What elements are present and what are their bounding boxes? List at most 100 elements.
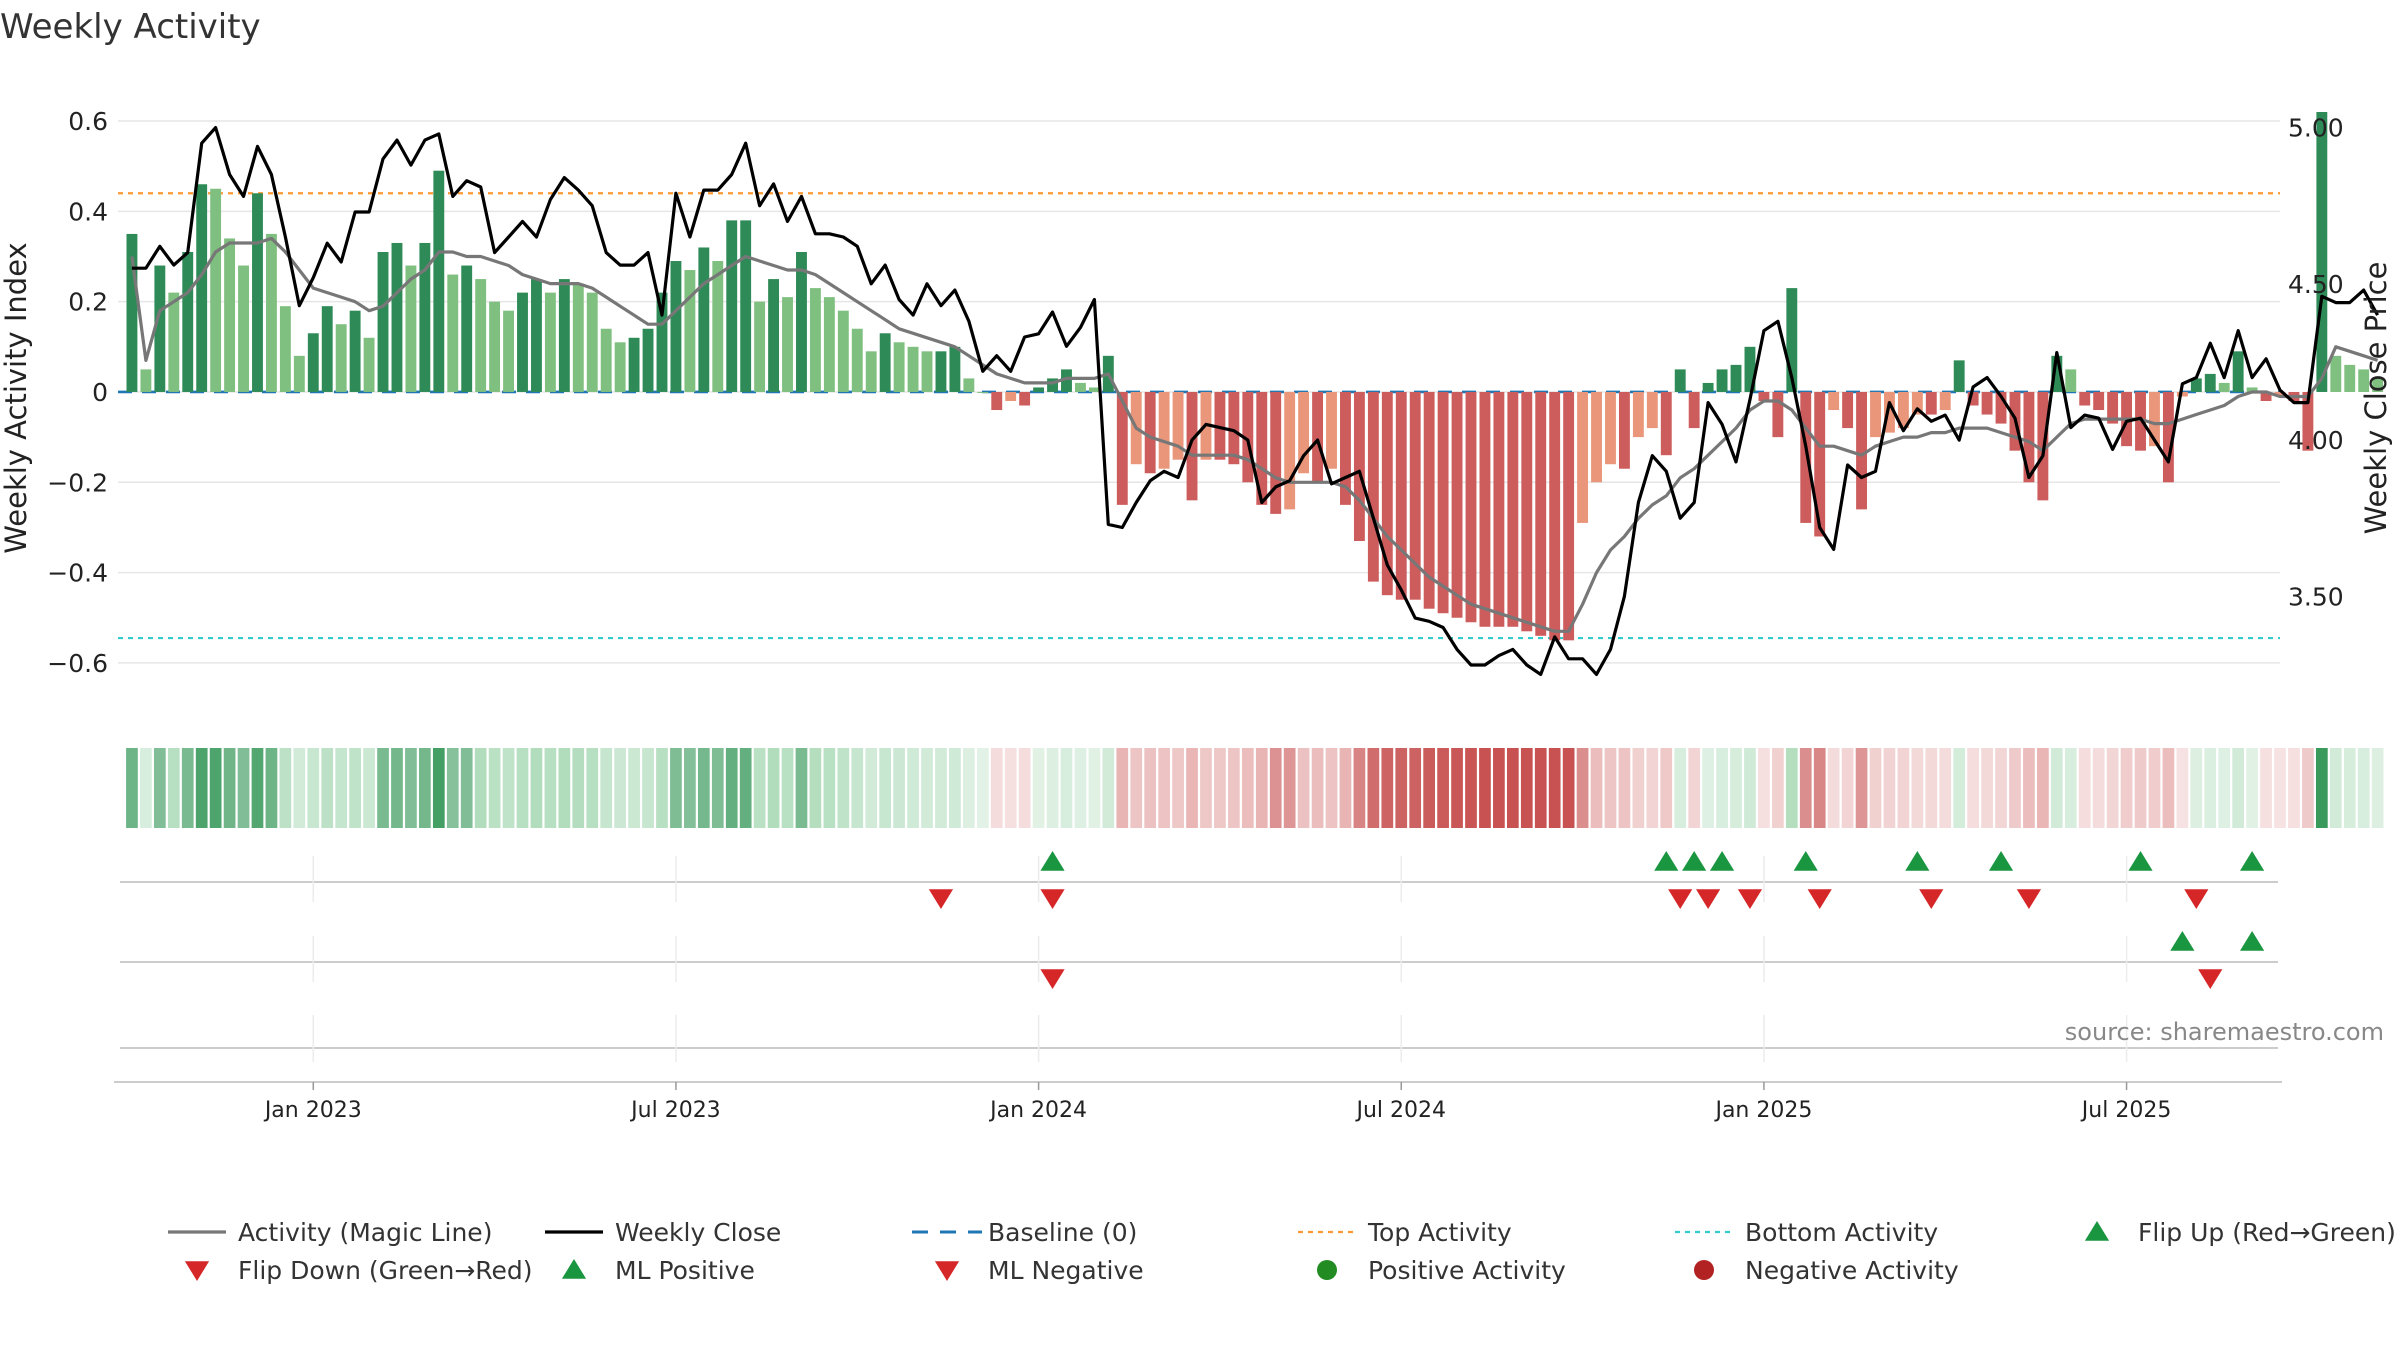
- status-cell: [628, 748, 640, 828]
- activity-bar: [377, 251, 389, 392]
- status-cell: [1702, 748, 1714, 828]
- x-tick-label: Jan 2024: [988, 1098, 1087, 1123]
- status-cell: [2232, 748, 2245, 828]
- status-cell: [2204, 748, 2217, 828]
- status-cell: [1939, 748, 1952, 828]
- status-cell: [1813, 748, 1826, 828]
- status-cell: [893, 748, 905, 828]
- flip-down-marker: [1040, 889, 1065, 909]
- status-cell: [1869, 748, 1882, 828]
- flip-marker-panels: [120, 851, 2278, 1062]
- activity-bar: [2274, 391, 2286, 397]
- ml-negative-marker: [2198, 969, 2223, 989]
- status-cell: [1465, 748, 1477, 828]
- status-cell: [767, 748, 780, 828]
- legend-label: Negative Activity: [1745, 1256, 1959, 1285]
- status-cell: [1562, 748, 1575, 828]
- activity-bar: [2316, 112, 2328, 392]
- status-cell: [2092, 748, 2105, 828]
- status-cell: [1186, 748, 1198, 828]
- status-cell: [921, 748, 933, 828]
- legend: Activity (Magic Line) Weekly Close Baselin…: [168, 1218, 2396, 1285]
- status-cell: [1451, 748, 1463, 828]
- activity-bar: [809, 288, 821, 392]
- status-cell: [1520, 748, 1533, 828]
- status-cell: [488, 748, 501, 828]
- status-cell: [460, 748, 473, 828]
- activity-bar: [489, 301, 501, 392]
- status-cell: [851, 748, 864, 828]
- status-cell: [1953, 748, 1966, 828]
- status-cell: [572, 748, 585, 828]
- status-cell: [1130, 748, 1143, 828]
- activity-bar: [2246, 387, 2258, 392]
- activity-bar: [447, 274, 459, 392]
- legend-swatch-circle: [1317, 1260, 1337, 1280]
- legend-item: Bottom Activity: [1675, 1218, 1938, 1247]
- status-cell: [363, 748, 375, 828]
- status-cell: [600, 748, 613, 828]
- activity-bar: [1911, 391, 1923, 415]
- activity-bar: [154, 265, 166, 392]
- status-cell: [697, 748, 710, 828]
- status-cell: [1339, 748, 1352, 828]
- status-cell: [432, 748, 445, 828]
- flip-up-marker: [1682, 851, 1707, 871]
- legend-swatch-up-triangle: [2084, 1221, 2110, 1241]
- weekly-close-line: [131, 125, 2379, 677]
- activity-bar: [405, 265, 417, 392]
- status-cell: [1841, 748, 1854, 828]
- flip-down-marker: [1919, 889, 1944, 909]
- activity-status-strip: [126, 748, 2384, 828]
- activity-bar: [2372, 378, 2384, 392]
- status-cell: [1479, 748, 1491, 828]
- activity-bar: [572, 283, 584, 392]
- status-cell: [642, 748, 654, 828]
- status-cell: [1297, 748, 1310, 828]
- status-cell: [1325, 748, 1338, 828]
- right-axis-label: Weekly Close Price: [2359, 262, 2393, 535]
- activity-bar: [321, 306, 333, 392]
- activity-bar: [1535, 391, 1547, 636]
- status-cell: [1646, 748, 1659, 828]
- activity-bar: [2302, 391, 2314, 451]
- activity-bar: [1005, 391, 1017, 401]
- status-cell: [753, 748, 766, 828]
- legend-swatch-down-triangle: [184, 1261, 210, 1281]
- activity-bar: [1270, 391, 1282, 514]
- activity-bar: [2162, 391, 2174, 483]
- activity-bars: [126, 112, 2384, 641]
- activity-bar: [921, 351, 933, 392]
- status-cell: [1074, 748, 1087, 828]
- status-cell: [1827, 748, 1840, 828]
- legend-item: Positive Activity: [1317, 1256, 1566, 1285]
- right-tick-label: 3.50: [2288, 582, 2344, 611]
- status-cell: [684, 748, 696, 828]
- activity-bar: [2051, 355, 2063, 392]
- activity-bar: [1214, 391, 1226, 460]
- activity-bar: [1730, 364, 1742, 392]
- right-axis: 5.00 4.50 4.00 3.50: [2288, 114, 2344, 612]
- activity-bar: [1995, 391, 2007, 424]
- status-cell: [781, 748, 794, 828]
- status-cell: [1158, 748, 1170, 828]
- status-cell: [1674, 748, 1687, 828]
- activity-bar: [1186, 391, 1198, 501]
- activity-bar: [1381, 391, 1393, 596]
- status-cell: [558, 748, 571, 828]
- status-cell: [670, 748, 682, 828]
- activity-bar: [2023, 391, 2035, 483]
- activity-bar: [712, 261, 724, 392]
- activity-bar: [893, 342, 905, 392]
- activity-bar: [1019, 391, 1031, 406]
- x-tick-label: Jan 2025: [1713, 1098, 1812, 1123]
- left-tick-label: −0.2: [47, 468, 108, 497]
- status-cell: [1758, 748, 1770, 828]
- status-cell: [1534, 748, 1547, 828]
- activity-bar: [1563, 391, 1575, 641]
- activity-bar: [1660, 391, 1672, 456]
- status-cell: [1423, 748, 1436, 828]
- status-cell: [1981, 748, 1993, 828]
- activity-bar: [977, 391, 989, 393]
- flip-down-marker: [2016, 889, 2042, 909]
